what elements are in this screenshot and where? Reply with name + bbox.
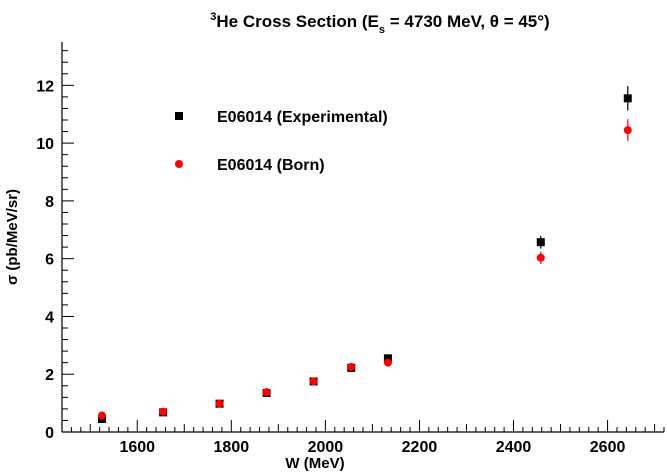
axes [61,42,664,433]
y-tick-label: 10 [36,136,54,153]
data-point [97,411,106,420]
title-rest: = 4730 MeV, θ = 45°) [385,12,550,31]
chart-title: 3He Cross Section (Es = 4730 MeV, θ = 45… [210,11,549,36]
series-experimental [97,86,632,423]
y-tick-label: 12 [36,78,54,95]
x-tick-label: 2200 [402,439,438,456]
legend-label: E06014 (Born) [217,157,325,174]
data-point [383,354,392,363]
x-tick-label: 1600 [119,439,155,456]
data-points [97,86,632,423]
series-born [97,119,632,420]
legend-marker-experimental [175,112,183,120]
title-subscript: s [379,24,385,36]
x-tick-label: 2400 [496,439,532,456]
y-tick-label: 0 [45,425,54,442]
legend-label: E06014 (Experimental) [217,109,388,126]
legend-marker-born [175,160,183,168]
data-point [623,94,632,103]
y-tick-label: 8 [45,194,54,211]
data-point [383,358,392,367]
tick-labels: 1600 1800 2000 2200 2400 2600 0 2 4 6 8 10 12 [36,78,625,456]
tick-marks [61,50,665,433]
x-tick-label: 2600 [590,439,626,456]
data-point [347,363,356,371]
data-point [536,253,545,262]
title-superscript: 3 [210,11,216,23]
x-tick-label: 2000 [308,439,344,456]
data-point [159,407,168,416]
data-point [623,126,632,135]
data-point [536,238,545,247]
data-point [215,399,224,408]
y-tick-label: 6 [45,252,54,269]
data-point [309,377,318,386]
x-axis-label: W (MeV) [285,455,344,472]
x-tick-label: 1800 [214,439,250,456]
y-axis-label: σ (pb/MeV/sr) [4,189,21,285]
data-point [262,388,271,397]
y-tick-label: 4 [45,309,54,326]
y-tick-label: 2 [45,367,54,384]
title-main: He Cross Section (E [216,12,379,31]
legend: E06014 (Experimental) E06014 (Born) [175,109,388,174]
